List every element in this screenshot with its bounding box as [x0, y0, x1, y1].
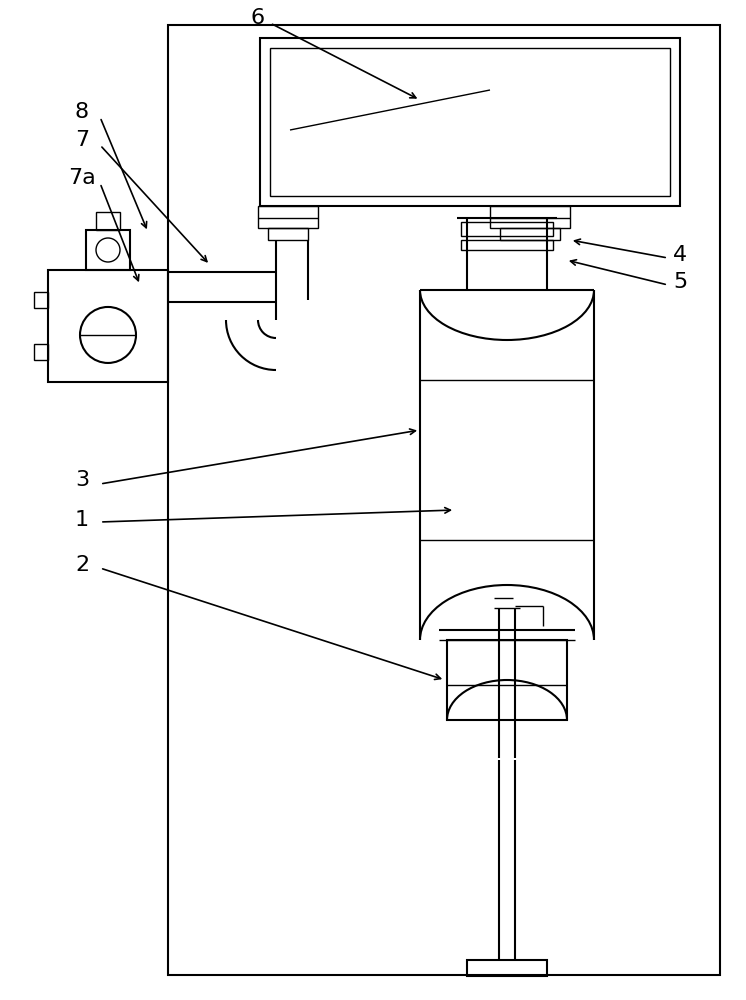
Bar: [48, 270, 168, 382]
Text: 5: 5: [673, 272, 687, 292]
Bar: [168, 25, 720, 975]
Bar: [270, 48, 670, 196]
Bar: [34, 344, 48, 360]
Text: 8: 8: [75, 102, 89, 122]
Bar: [490, 206, 570, 228]
Bar: [258, 206, 318, 228]
Bar: [461, 240, 553, 250]
Text: 7a: 7a: [68, 168, 96, 188]
Text: 3: 3: [75, 470, 89, 490]
Text: 7: 7: [75, 130, 89, 150]
Bar: [260, 38, 680, 206]
Text: 4: 4: [673, 245, 687, 265]
Text: 6: 6: [251, 8, 265, 28]
Bar: [86, 230, 130, 270]
Bar: [96, 212, 120, 230]
Bar: [500, 228, 560, 240]
Bar: [467, 960, 547, 976]
Text: 2: 2: [75, 555, 89, 575]
Bar: [447, 640, 567, 720]
Bar: [34, 292, 48, 308]
Text: 1: 1: [75, 510, 89, 530]
Bar: [268, 228, 308, 240]
Bar: [461, 222, 553, 236]
